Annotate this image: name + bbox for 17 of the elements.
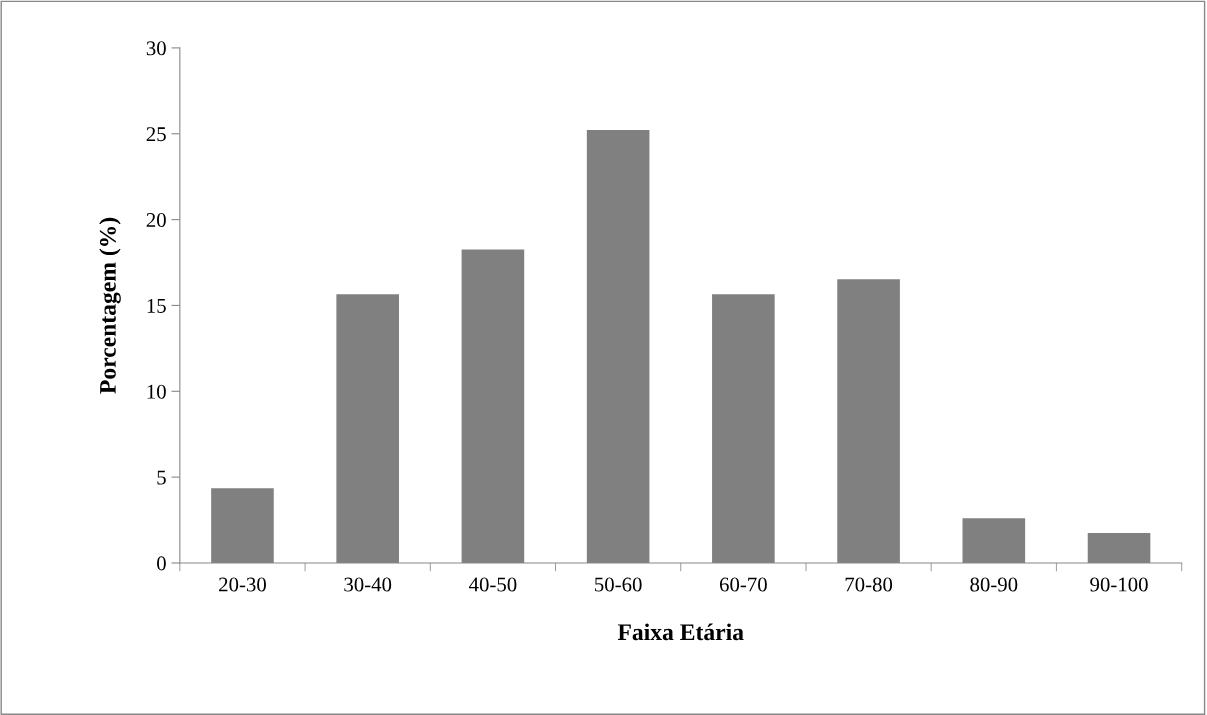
- x-tick-label: 50-60: [595, 577, 642, 592]
- y-tick-label: 30: [146, 41, 166, 56]
- y-tick-label: 15: [147, 298, 166, 313]
- y-axis-title: Porcentagem (%): [99, 217, 121, 394]
- x-tick-label: 20-30: [219, 577, 266, 592]
- y-tick-label: 10: [147, 384, 166, 399]
- y-tick-label: 20: [146, 212, 166, 228]
- y-tick-label: 25: [146, 127, 166, 142]
- y-tick-label: 0: [157, 556, 166, 571]
- x-tick-label: 90-100: [1090, 577, 1148, 592]
- x-tick-label: 80-90: [970, 577, 1018, 592]
- x-axis-title: Faixa Etária: [617, 623, 744, 641]
- x-tick-label: 60-70: [719, 577, 767, 592]
- y-tick-label: 5: [157, 470, 166, 485]
- x-tick-label: 30-40: [344, 577, 392, 592]
- x-tick-label: 70-80: [845, 577, 893, 592]
- x-tick-label: 40-50: [469, 577, 517, 592]
